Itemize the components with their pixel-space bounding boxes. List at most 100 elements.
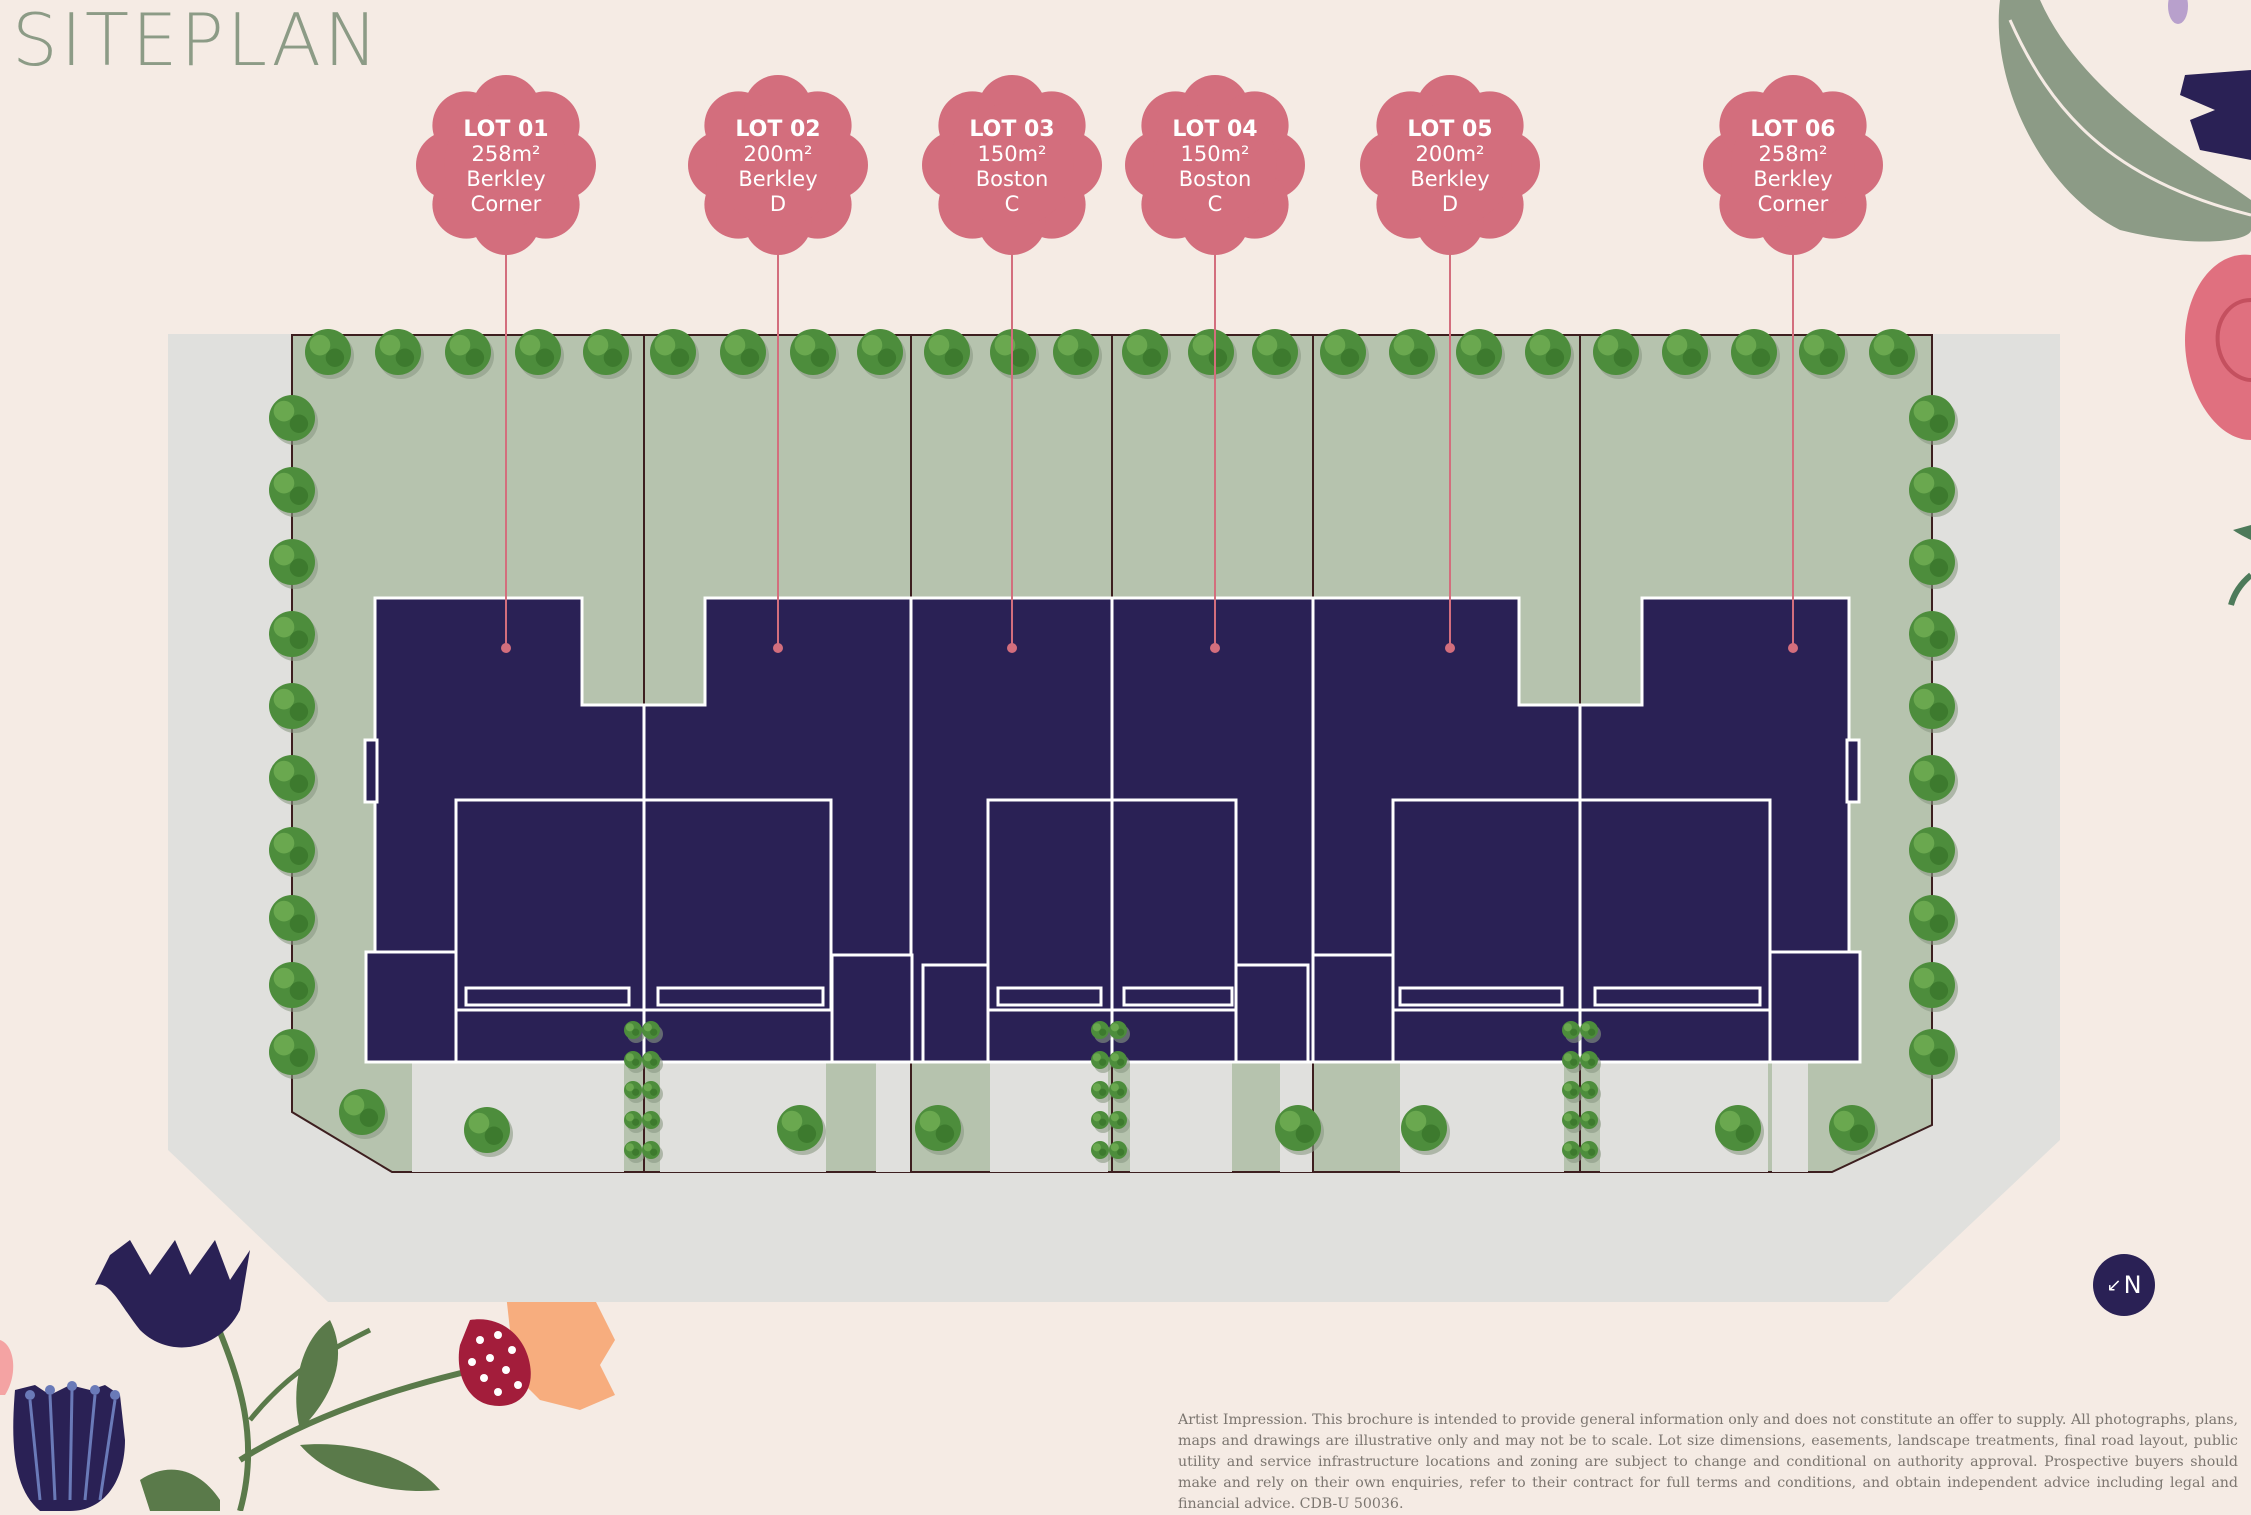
lot-area: 200m² xyxy=(1416,142,1485,166)
lot-pointer-dot xyxy=(501,643,511,653)
tree-icon xyxy=(269,755,318,805)
tree-icon xyxy=(1909,962,1958,1012)
tree-icon xyxy=(1091,1021,1112,1043)
tree-icon xyxy=(1909,539,1958,589)
tree-icon xyxy=(269,962,318,1012)
tree-icon xyxy=(305,329,354,379)
page-title: SITEPLAN xyxy=(12,0,381,82)
tree-icon xyxy=(375,329,424,379)
north-label: N xyxy=(2123,1271,2142,1299)
blue-flower-decoration xyxy=(13,1385,126,1511)
lot-variant: D xyxy=(770,192,786,216)
lot-design: Berkley xyxy=(466,167,545,191)
tree-icon xyxy=(1909,467,1958,517)
orange-flower-decoration xyxy=(505,1270,615,1410)
tree-icon xyxy=(269,683,318,733)
leaf-decoration xyxy=(296,1320,339,1430)
lot-area: 150m² xyxy=(978,142,1047,166)
tree-icon xyxy=(1275,1105,1324,1155)
tree-icon xyxy=(624,1141,645,1163)
tree-icon xyxy=(1320,329,1369,379)
lot-name: LOT 05 xyxy=(1407,117,1492,142)
tree-icon xyxy=(624,1021,645,1043)
tree-icon xyxy=(1731,329,1780,379)
tree-icon xyxy=(777,1105,826,1155)
lot-pointer-dot xyxy=(1788,643,1798,653)
tree-icon xyxy=(1456,329,1505,379)
lot-area: 150m² xyxy=(1181,142,1250,166)
lot-area: 258m² xyxy=(472,142,541,166)
tree-icon xyxy=(583,329,632,379)
tree-icon xyxy=(1909,683,1958,733)
tree-icon xyxy=(269,611,318,661)
lot-pointer-dot xyxy=(773,643,783,653)
garage-dividers xyxy=(464,800,1762,1010)
tree-icon xyxy=(720,329,769,379)
tree-icon xyxy=(1525,329,1574,379)
tree-icon xyxy=(1580,1111,1601,1133)
lot-variant: D xyxy=(1442,192,1458,216)
tree-icon xyxy=(1909,895,1958,945)
lot-design: Boston xyxy=(976,167,1049,191)
tree-icon xyxy=(1109,1021,1130,1043)
lot-pointer-dot xyxy=(1007,643,1017,653)
tree-icon xyxy=(1091,1111,1112,1133)
tree-icon xyxy=(445,329,494,379)
leaf-decoration xyxy=(1998,0,2251,242)
tree-icon xyxy=(1562,1081,1583,1103)
tree-icon xyxy=(269,1029,318,1079)
tree-icon xyxy=(624,1111,645,1133)
trees xyxy=(269,329,1958,1163)
tree-icon xyxy=(269,539,318,589)
tree-icon xyxy=(915,1105,964,1155)
tree-icon xyxy=(1909,395,1958,445)
lot-variant: Corner xyxy=(471,192,542,216)
lot-design: Berkley xyxy=(738,167,817,191)
tree-icon xyxy=(1715,1105,1764,1155)
tree-icon xyxy=(1109,1081,1130,1103)
lot-name: LOT 06 xyxy=(1750,117,1835,142)
navy-flower-decoration xyxy=(95,1240,250,1348)
tree-icon xyxy=(924,329,973,379)
tree-icon xyxy=(1580,1081,1601,1103)
tree-icon xyxy=(1580,1141,1601,1163)
tree-icon xyxy=(790,329,839,379)
tree-icon xyxy=(1909,827,1958,877)
tree-icon xyxy=(1562,1111,1583,1133)
lot-variant: C xyxy=(1005,192,1020,216)
tree-icon xyxy=(339,1089,388,1139)
lot-area: 200m² xyxy=(744,142,813,166)
lot-design: Boston xyxy=(1179,167,1252,191)
stem-decoration xyxy=(212,1318,252,1511)
leaf-decoration xyxy=(140,1469,220,1511)
lot-pointer-dot xyxy=(1445,643,1455,653)
tree-icon xyxy=(1109,1141,1130,1163)
tree-icon xyxy=(464,1107,513,1157)
lot-variant: C xyxy=(1208,192,1223,216)
tree-icon xyxy=(1109,1051,1130,1073)
tree-icon xyxy=(269,395,318,445)
tree-icon xyxy=(1109,1111,1130,1133)
lot-design: Berkley xyxy=(1410,167,1489,191)
lot-area: 258m² xyxy=(1759,142,1828,166)
lot-name: LOT 04 xyxy=(1172,117,1257,142)
lot-variant: Corner xyxy=(1758,192,1829,216)
tree-icon xyxy=(269,827,318,877)
tree-icon xyxy=(1869,329,1918,379)
tree-icon xyxy=(1580,1021,1601,1043)
tree-icon xyxy=(642,1141,663,1163)
tree-icon xyxy=(624,1081,645,1103)
lot-design: Berkley xyxy=(1753,167,1832,191)
tree-icon xyxy=(1091,1051,1112,1073)
tree-icon xyxy=(1909,611,1958,661)
lot-name: LOT 03 xyxy=(969,117,1054,142)
tree-icon xyxy=(1401,1105,1450,1155)
tree-icon xyxy=(1909,1029,1958,1079)
